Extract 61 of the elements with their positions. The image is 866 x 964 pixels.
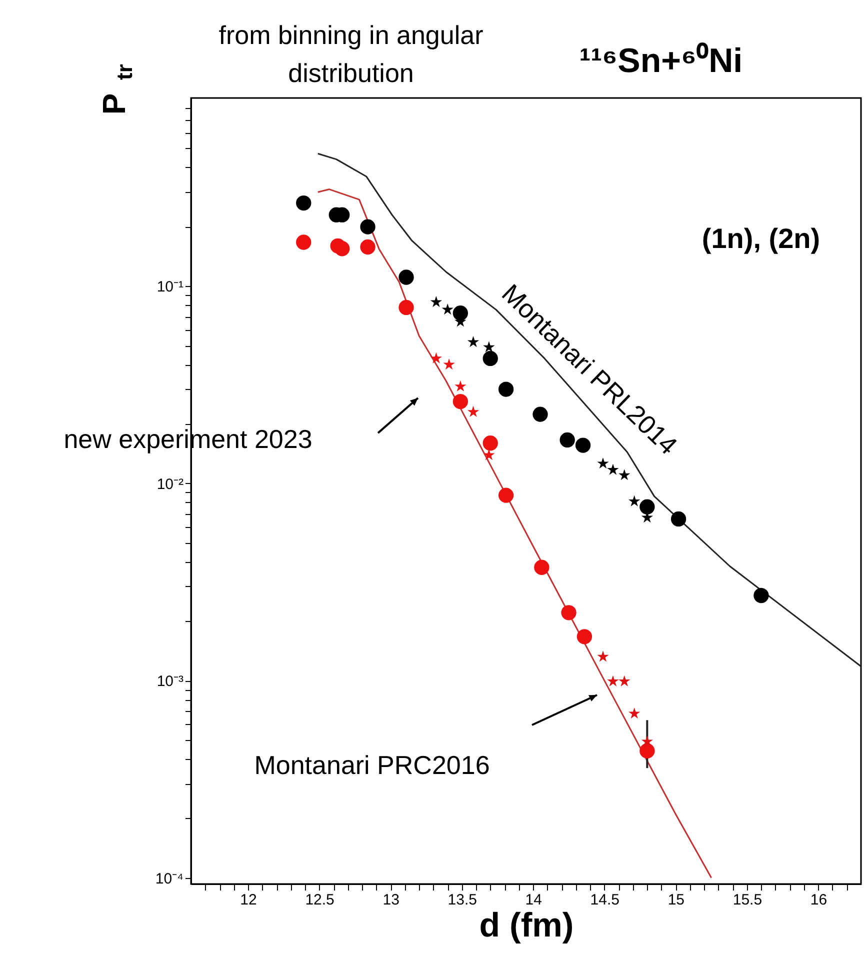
x-tick-label: 14 — [525, 892, 542, 908]
point — [670, 511, 686, 527]
point — [575, 438, 591, 453]
point — [597, 650, 609, 662]
y-tick-label: 10⁻³ — [156, 673, 184, 690]
x-tick-label: 13.5 — [448, 892, 477, 908]
x-tick-label: 13 — [382, 892, 400, 908]
annotation: Montanari PRC2016 — [254, 750, 490, 780]
point — [296, 195, 312, 211]
point — [442, 304, 454, 315]
x-tick-label: 15 — [668, 892, 685, 908]
point — [430, 352, 442, 364]
point — [561, 605, 576, 620]
point — [452, 306, 468, 321]
point — [360, 239, 376, 255]
point — [483, 449, 495, 460]
point — [607, 464, 619, 475]
chart-title: ¹¹⁶Sn+⁶⁰Ni — [579, 42, 743, 80]
x-tick-label: 12 — [240, 892, 257, 908]
point — [482, 350, 498, 366]
point — [498, 382, 514, 397]
x-tick-label: 12.5 — [305, 892, 334, 908]
point — [640, 499, 655, 514]
point — [443, 358, 455, 370]
point — [560, 432, 575, 448]
point — [576, 629, 592, 644]
x-tick-label: 15.5 — [732, 892, 762, 908]
point — [498, 488, 514, 503]
point — [754, 588, 769, 604]
point — [597, 457, 609, 469]
point — [360, 219, 376, 234]
point — [482, 436, 498, 451]
y-tick-label: 10⁻² — [156, 476, 184, 493]
y-tick-label: 10⁻⁴ — [155, 870, 184, 888]
point — [398, 270, 414, 285]
x-tick-label: 14.5 — [590, 892, 620, 908]
point — [628, 495, 640, 506]
point — [430, 296, 442, 308]
point — [334, 241, 350, 256]
annotation: (1n), (2n) — [702, 223, 820, 254]
y-axis-title: Ptr — [96, 64, 137, 115]
point — [618, 469, 630, 480]
point — [641, 736, 653, 747]
point — [296, 234, 312, 250]
point — [467, 336, 480, 348]
point — [452, 394, 468, 410]
x-tick-label: 16 — [810, 892, 828, 908]
line-series — [317, 152, 862, 668]
point — [628, 707, 640, 719]
point — [483, 341, 495, 352]
y-tick-label: 10⁻¹ — [156, 278, 184, 296]
point — [618, 675, 630, 686]
point — [454, 380, 466, 392]
point — [467, 406, 480, 417]
text: from binning in angular distribution — [218, 20, 484, 88]
point — [398, 300, 414, 316]
x-axis-title: d (fm) — [479, 906, 574, 944]
point — [607, 675, 619, 686]
point — [640, 743, 655, 758]
point — [534, 560, 550, 575]
point — [532, 406, 548, 422]
